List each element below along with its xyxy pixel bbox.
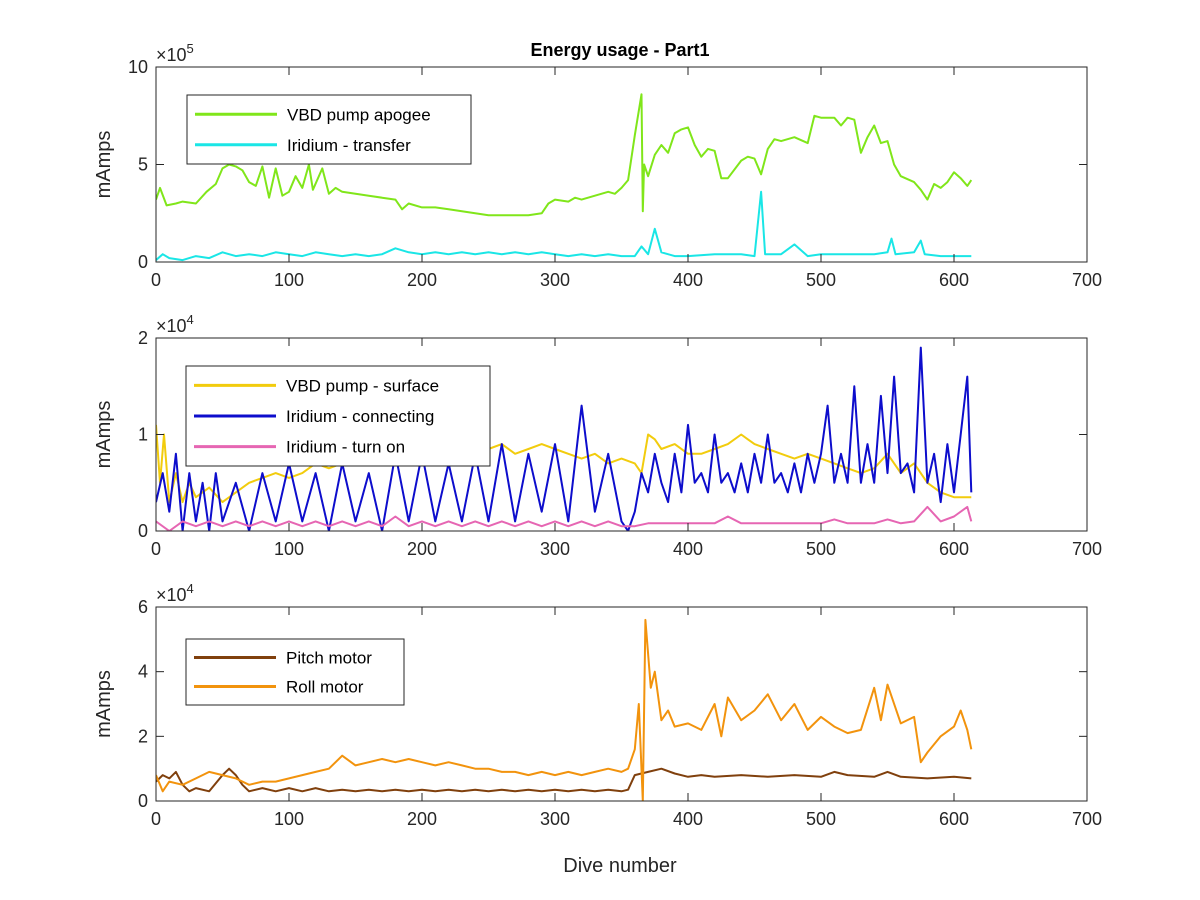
x-tick-label: 400 (673, 270, 703, 290)
y-tick-label: 6 (138, 597, 148, 617)
x-tick-label: 600 (939, 539, 969, 559)
legend-entry-label: VBD pump apogee (287, 105, 431, 124)
y-tick-label: 10 (128, 57, 148, 77)
series-line-vbd-pump-apogee (156, 93, 973, 217)
x-tick-label: 400 (673, 539, 703, 559)
axes-box (155, 606, 1088, 802)
y-tick-label: 2 (138, 726, 148, 746)
x-tick-label: 0 (151, 539, 161, 559)
x-tick-label: 0 (151, 809, 161, 829)
y-tick-label: 0 (138, 252, 148, 272)
x-tick-label: 200 (407, 809, 437, 829)
y-tick-label: 5 (138, 155, 148, 175)
y-exponent-label: ×105 (156, 41, 194, 65)
series-line-iridium-transfer (156, 190, 972, 262)
legend-box (185, 638, 405, 706)
legend: VBD pump - surface Iridium - connecting Ir… (185, 365, 491, 467)
x-tick-label: 700 (1072, 809, 1102, 829)
y-axis-label: mAmps (93, 131, 115, 199)
y-tick-label: 0 (138, 791, 148, 811)
legend-box (186, 94, 472, 165)
series-line-iridium-connecting (156, 346, 973, 531)
x-tick-label: 500 (806, 539, 836, 559)
x-tick-label: 700 (1072, 270, 1102, 290)
y-axis-label: mAmps (93, 401, 115, 469)
legend-entry-label: Roll motor (286, 678, 364, 697)
y-axis-label: mAmps (93, 670, 115, 738)
y-tick-label: 2 (138, 328, 148, 348)
y-tick-label: 0 (138, 521, 148, 541)
x-tick-label: 400 (673, 809, 703, 829)
x-tick-label: 100 (274, 539, 304, 559)
y-tick-label: 1 (138, 425, 148, 445)
legend-entry-label: Iridium - turn on (286, 438, 405, 457)
x-tick-label: 300 (540, 539, 570, 559)
y-tick-label: 4 (138, 662, 148, 682)
series-line-iridium-turn-on (156, 505, 973, 531)
panel-energy-motors: 0 100 200 300 400 500 600 700 0 2 4 6 ×104 mAmps Pitch… (93, 581, 1102, 829)
series-line-roll-motor (156, 618, 973, 801)
legend: VBD pump apogee Iridium - transfer (186, 94, 472, 165)
legend-entry-label: Iridium - connecting (286, 407, 434, 426)
x-tick-label: 200 (407, 270, 437, 290)
panel-energy-apogee-transfer: 0 100 200 300 400 500 600 700 0 5 10 ×105 mAmps VBD p… (93, 41, 1102, 290)
legend: Pitch motor Roll motor (185, 638, 405, 706)
x-tick-label: 500 (806, 809, 836, 829)
x-tick-label: 0 (151, 270, 161, 290)
x-tick-label: 600 (939, 809, 969, 829)
x-tick-label: 700 (1072, 539, 1102, 559)
x-tick-label: 300 (540, 809, 570, 829)
series-line-pitch-motor (156, 767, 972, 793)
x-axis-label: Dive number (563, 855, 677, 877)
legend-entry-label: Pitch motor (286, 649, 372, 668)
x-tick-label: 500 (806, 270, 836, 290)
panel-energy-surface-iridium: 0 100 200 300 400 500 600 700 0 1 2 ×104 mAmps VBD pu… (93, 312, 1102, 559)
x-tick-label: 100 (274, 270, 304, 290)
legend-entry-label: Iridium - transfer (287, 136, 411, 155)
figure-title: Energy usage - Part1 (530, 40, 709, 60)
x-tick-label: 600 (939, 270, 969, 290)
x-tick-label: 100 (274, 809, 304, 829)
y-exponent-label: ×104 (156, 312, 194, 336)
y-exponent-label: ×104 (156, 581, 194, 605)
x-tick-label: 200 (407, 539, 437, 559)
legend-entry-label: VBD pump - surface (286, 376, 439, 395)
x-tick-label: 300 (540, 270, 570, 290)
